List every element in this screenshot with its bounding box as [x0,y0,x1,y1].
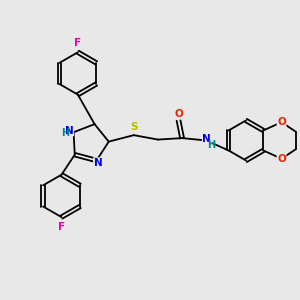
Text: N: N [65,126,74,136]
Text: O: O [277,117,286,127]
Text: O: O [174,109,183,119]
Text: N: N [202,134,211,144]
Text: N: N [94,158,102,168]
Text: H: H [61,128,69,138]
Text: O: O [277,154,286,164]
Text: H: H [207,140,215,150]
Text: F: F [58,221,65,232]
Text: S: S [130,122,138,132]
Text: F: F [74,38,81,48]
